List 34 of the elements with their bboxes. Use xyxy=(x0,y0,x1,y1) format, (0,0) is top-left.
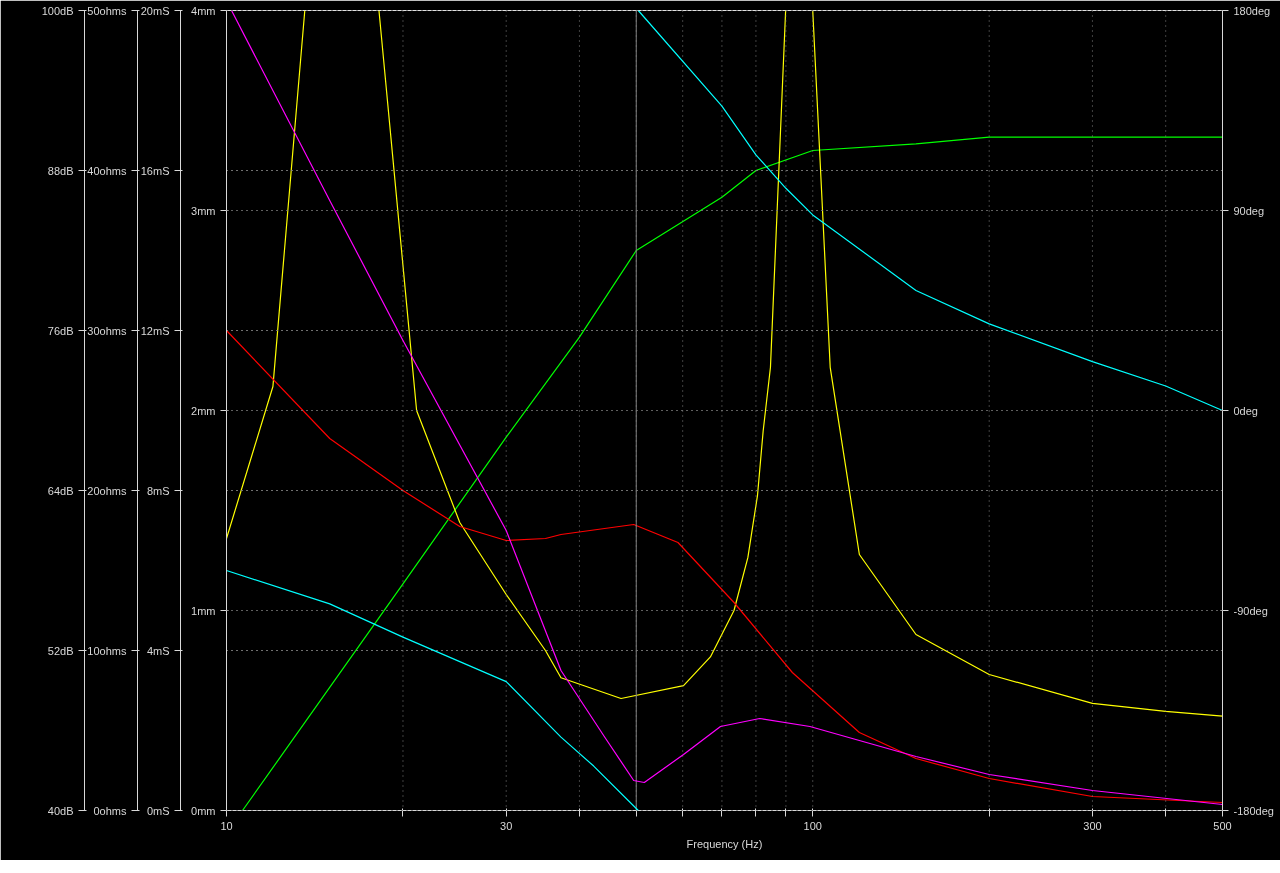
y-tick-label: 64dB xyxy=(47,484,74,497)
x-tick-label: 100 xyxy=(803,819,822,832)
y-tick-label: 2mm xyxy=(191,404,216,417)
y2-tick-label: 180deg xyxy=(1233,4,1271,17)
x-axis-title: Frequency (Hz) xyxy=(686,837,763,850)
x-tick-label: 10 xyxy=(220,819,233,832)
y-tick-label: 3mm xyxy=(191,204,216,217)
y2-tick-label: 20ohms xyxy=(87,484,127,497)
y3-tick-label: 16mS xyxy=(140,164,170,177)
y-tick-label: 40dB xyxy=(47,804,74,817)
y3-tick-label: 0mS xyxy=(146,804,170,817)
y3-tick-label: 20mS xyxy=(140,4,170,17)
y-tick-label: 88dB xyxy=(47,164,74,177)
y-tick-label: 0mm xyxy=(191,804,216,817)
x-tick-label: 500 xyxy=(1213,819,1232,832)
y2-tick-label: -180deg xyxy=(1233,804,1274,817)
y3-tick-label: 4mS xyxy=(146,644,170,657)
y2-tick-label: 30ohms xyxy=(87,324,127,337)
y-tick-label: 76dB xyxy=(47,324,74,337)
y2-tick-label: 50ohms xyxy=(87,4,127,17)
y3-tick-label: 12mS xyxy=(140,324,170,337)
y2-tick-label: 40ohms xyxy=(87,164,127,177)
x-tick-label: 30 xyxy=(500,819,513,832)
y2-tick-label: -90deg xyxy=(1233,604,1268,617)
y-tick-label: 100dB xyxy=(41,4,74,17)
y-tick-label: 4mm xyxy=(191,4,216,17)
y2-tick-label: 0ohms xyxy=(93,804,127,817)
y2-tick-label: 0deg xyxy=(1233,404,1258,417)
y2-tick-label: 10ohms xyxy=(87,644,127,657)
y-tick-label: 1mm xyxy=(191,604,216,617)
y3-tick-label: 8mS xyxy=(146,484,170,497)
y-tick-label: 52dB xyxy=(47,644,74,657)
y2-tick-label: 90deg xyxy=(1233,204,1265,217)
x-tick-label: 300 xyxy=(1083,819,1102,832)
